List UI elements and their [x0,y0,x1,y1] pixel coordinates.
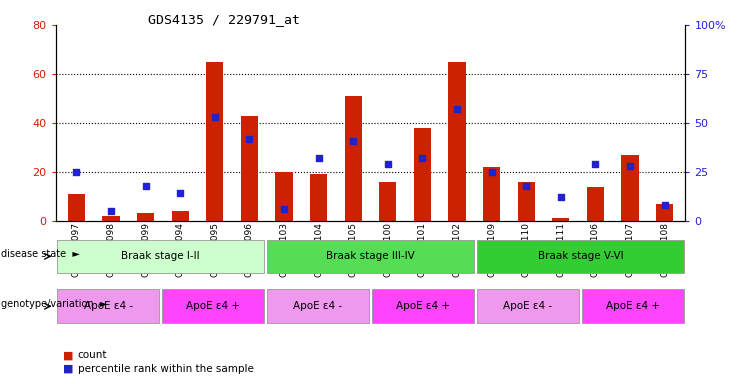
Bar [57,290,159,323]
Text: disease state  ►: disease state ► [1,250,80,260]
Point [382,161,393,167]
Bar [477,290,579,323]
Bar [171,211,189,221]
Bar [622,155,639,221]
Bar [656,204,674,221]
Text: ApoE ε4 -: ApoE ε4 - [503,301,553,311]
Point [209,114,221,120]
Text: Braak stage III-IV: Braak stage III-IV [326,251,415,262]
Bar [345,96,362,221]
Bar [372,290,474,323]
Point [451,106,463,112]
Bar [57,240,264,273]
Point [485,169,497,175]
Bar [67,194,85,221]
Text: Braak stage I-II: Braak stage I-II [122,251,200,262]
Text: ApoE ε4 +: ApoE ε4 + [606,301,660,311]
Point [348,137,359,144]
Text: genotype/variation  ►: genotype/variation ► [1,300,108,310]
Point [416,155,428,161]
Text: ApoE ε4 -: ApoE ε4 - [84,301,133,311]
Bar [413,128,431,221]
Text: ■: ■ [63,364,73,374]
Point [520,182,532,189]
Bar [241,116,258,221]
Point [555,194,567,200]
Text: ApoE ε4 +: ApoE ε4 + [396,301,450,311]
Bar [162,290,264,323]
Text: ApoE ε4 -: ApoE ε4 - [293,301,342,311]
Bar [552,218,570,221]
Bar [448,62,465,221]
Text: ■: ■ [63,350,73,360]
Text: Braak stage V-VI: Braak stage V-VI [538,251,623,262]
Point [244,136,256,142]
Bar [477,240,684,273]
Point [659,202,671,208]
Text: percentile rank within the sample: percentile rank within the sample [78,364,253,374]
Text: GDS4135 / 229791_at: GDS4135 / 229791_at [148,13,300,26]
Bar [102,216,119,221]
Point [590,161,602,167]
Bar [267,290,369,323]
Bar [483,167,500,221]
Point [174,190,186,197]
Text: ApoE ε4 +: ApoE ε4 + [186,301,240,311]
Bar [267,240,474,273]
Bar [276,172,293,221]
Bar [137,214,154,221]
Point [313,155,325,161]
Bar [310,174,328,221]
Bar [587,187,604,221]
Point [624,163,636,169]
Point [278,206,290,212]
Bar [206,62,224,221]
Point [139,182,151,189]
Bar [379,182,396,221]
Text: count: count [78,350,107,360]
Point [105,208,117,214]
Point [70,169,82,175]
Bar [517,182,535,221]
Bar [582,290,684,323]
